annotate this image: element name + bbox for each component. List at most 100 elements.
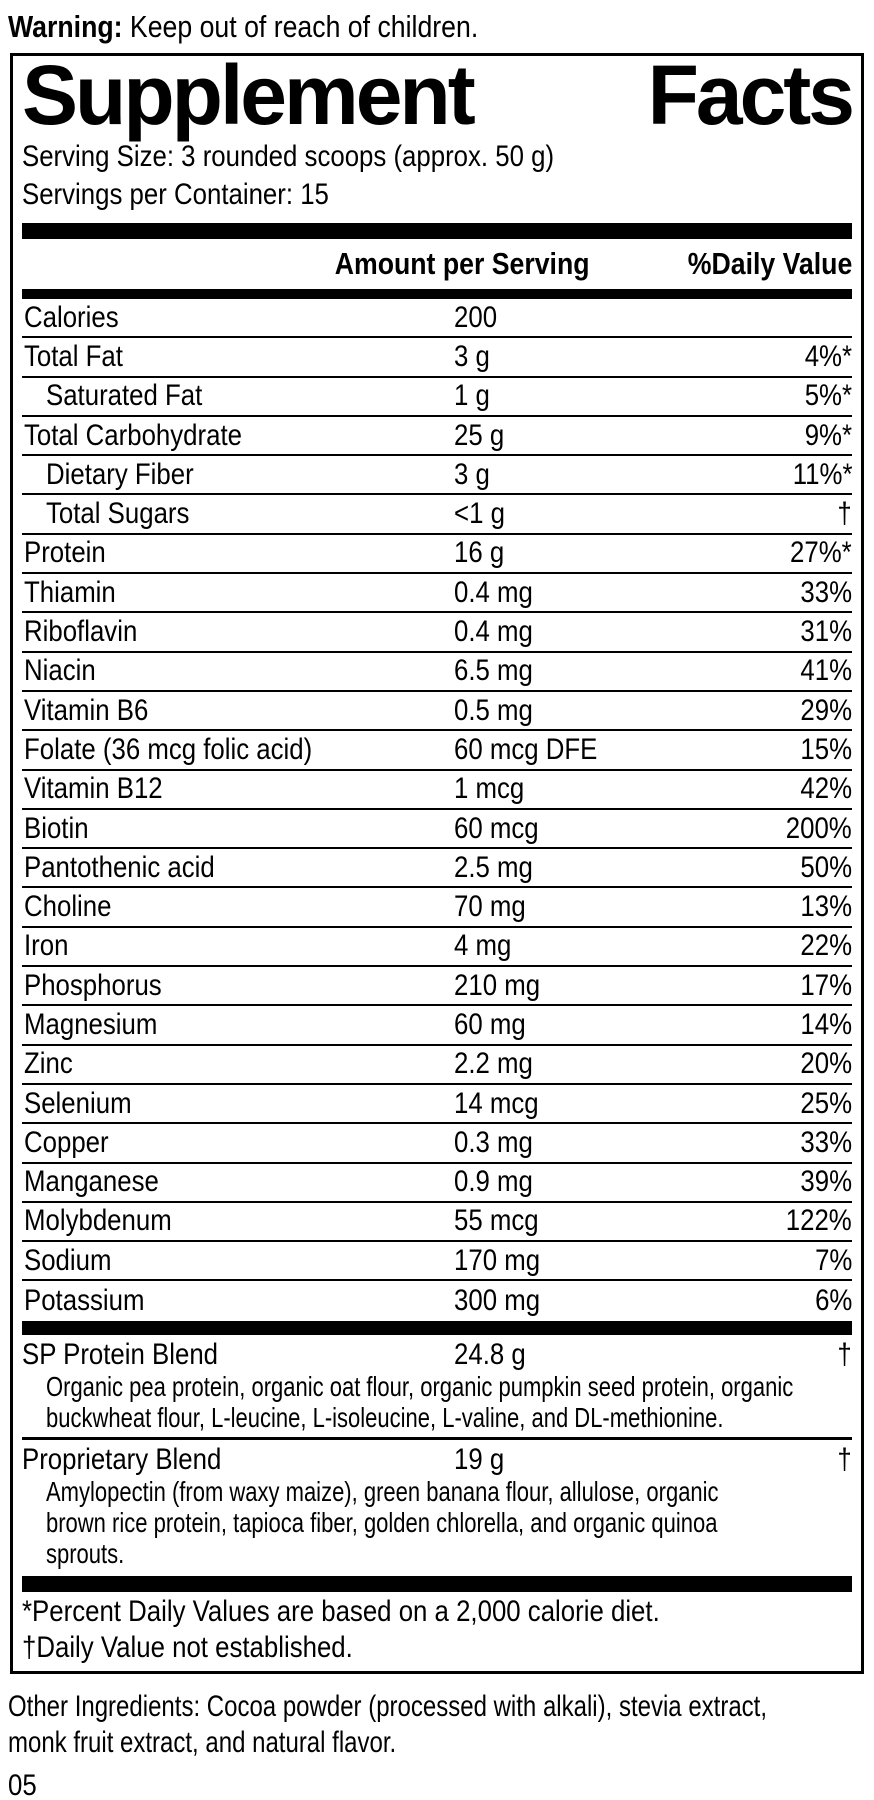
- table-row: Phosphorus 210 mg 17%: [22, 967, 852, 1007]
- table-row: Niacin 6.5 mg 41%: [22, 653, 852, 692]
- nutrient-amount: 3 g: [454, 457, 490, 491]
- table-row: Biotin 60 mcg 200%: [22, 810, 852, 850]
- serving-info: Serving Size: 3 rounded scoops (approx. …: [22, 138, 852, 214]
- nutrient-amount: 1 g: [454, 379, 490, 413]
- thick-divider-minerals: [22, 1320, 852, 1335]
- nutrient-label: Folate (36 mcg folic acid): [24, 732, 313, 766]
- servings-per-container: Servings per Container: 15: [22, 178, 329, 211]
- nutrient-amount: 2.5 mg: [454, 850, 533, 884]
- nutrient-label: Iron: [24, 929, 69, 963]
- nutrient-daily-value: 27%*: [790, 536, 852, 570]
- table-row: Potassium 300 mg 6%: [22, 1281, 852, 1320]
- nutrient-label: Niacin: [24, 654, 96, 688]
- table-row: Folate (36 mcg folic acid) 60 mcg DFE 15…: [22, 731, 852, 771]
- nutrient-label: Thiamin: [24, 575, 116, 609]
- table-row: Total Carbohydrate 25 g 9%*: [22, 417, 852, 457]
- nutrient-label: Molybdenum: [24, 1204, 172, 1238]
- nutrient-daily-value: 9%*: [804, 418, 852, 452]
- blend-amount: 19 g: [454, 1442, 505, 1476]
- blend-label: SP Protein Blend: [22, 1337, 219, 1371]
- blend-row: Proprietary Blend 19 g †: [22, 1440, 852, 1476]
- nutrient-label: Riboflavin: [24, 615, 138, 649]
- nutrient-label: Magnesium: [24, 1007, 158, 1041]
- table-row: Copper 0.3 mg 33%: [22, 1124, 852, 1164]
- other-ingredients-line-2: monk fruit extract, and natural flavor.: [8, 1725, 397, 1759]
- nutrient-label: Total Carbohydrate: [24, 418, 242, 452]
- blend-amount: 24.8 g: [454, 1337, 526, 1371]
- blend-description-line: Organic pea protein, organic oat flour, …: [46, 1370, 794, 1402]
- table-row: Total Fat 3 g 4%*: [22, 338, 852, 378]
- nutrient-daily-value: 41%: [800, 654, 852, 688]
- nutrient-amount: 4 mg: [454, 929, 512, 963]
- column-header-amount: Amount per Serving: [334, 246, 590, 281]
- nutrient-daily-value: †: [837, 497, 852, 531]
- blend-description: Organic pea protein, organic oat flour, …: [22, 1370, 852, 1437]
- nutrient-label: Biotin: [24, 811, 89, 845]
- table-row: Pantothenic acid 2.5 mg 50%: [22, 849, 852, 889]
- nutrient-label: Selenium: [24, 1086, 132, 1120]
- nutrient-daily-value: 200%: [786, 811, 852, 845]
- thick-divider-bottom: [22, 1575, 852, 1592]
- nutrient-daily-value: 31%: [800, 615, 852, 649]
- blend-description: Amylopectin (from waxy maize), green ban…: [22, 1475, 852, 1573]
- nutrient-amount: 14 mcg: [454, 1086, 539, 1120]
- nutrient-label: Total Sugars: [46, 497, 190, 531]
- table-row: Riboflavin 0.4 mg 31%: [22, 613, 852, 653]
- nutrient-daily-value: 42%: [800, 772, 852, 806]
- blend-description-line: buckwheat flour, L-leucine, L-isoleucine…: [46, 1401, 724, 1433]
- nutrient-daily-value: 13%: [800, 890, 852, 924]
- table-row: Choline 70 mg 13%: [22, 888, 852, 928]
- other-ingredients: Other Ingredients: Cocoa powder (process…: [8, 1689, 874, 1761]
- nutrient-daily-value: 50%: [800, 850, 852, 884]
- blend-description-line: brown rice protein, tapioca fiber, golde…: [46, 1506, 718, 1538]
- table-row: Iron 4 mg 22%: [22, 928, 852, 968]
- table-row: Vitamin B6 0.5 mg 29%: [22, 692, 852, 732]
- nutrient-daily-value: 25%: [800, 1086, 852, 1120]
- blend-row: SP Protein Blend 24.8 g †: [22, 1335, 852, 1371]
- nutrient-amount: 70 mg: [454, 890, 526, 924]
- nutrient-daily-value: 14%: [800, 1007, 852, 1041]
- table-row: Molybdenum 55 mcg 122%: [22, 1203, 852, 1243]
- serving-size: Serving Size: 3 rounded scoops (approx. …: [22, 140, 555, 173]
- nutrient-amount: 55 mcg: [454, 1204, 539, 1238]
- nutrient-daily-value: 4%*: [804, 339, 852, 373]
- nutrient-amount: 0.9 mg: [454, 1165, 533, 1199]
- table-row: Magnesium 60 mg 14%: [22, 1006, 852, 1046]
- nutrient-amount: 0.3 mg: [454, 1125, 533, 1159]
- blend-daily-value: †: [837, 1442, 852, 1476]
- nutrient-amount: <1 g: [454, 497, 505, 531]
- nutrient-amount: 60 mcg DFE: [454, 732, 598, 766]
- page-number: 05: [8, 1768, 37, 1800]
- blend-daily-value: †: [837, 1337, 852, 1371]
- column-header-daily-value: %Daily Value: [687, 246, 852, 281]
- nutrient-daily-value: 5%*: [804, 379, 852, 413]
- nutrient-daily-value: 7%: [814, 1243, 852, 1277]
- panel-title-left: Supplement: [22, 48, 476, 142]
- nutrient-label: Zinc: [24, 1047, 73, 1081]
- table-row: Saturated Fat 1 g 5%*: [22, 378, 852, 417]
- table-row: Vitamin B12 1 mcg 42%: [22, 771, 852, 810]
- panel-title: Supplement Facts: [22, 48, 855, 142]
- nutrient-amount: 170 mg: [454, 1243, 541, 1277]
- table-row: Zinc 2.2 mg 20%: [22, 1046, 852, 1085]
- nutrient-daily-value: 33%: [800, 1125, 852, 1159]
- table-row: Total Sugars <1 g †: [22, 495, 852, 535]
- supplement-facts-panel: Supplement Facts Serving Size: 3 rounded…: [10, 53, 864, 1674]
- blend-description-line: sprouts.: [46, 1537, 125, 1569]
- nutrient-label: Saturated Fat: [46, 379, 203, 413]
- nutrient-label: Dietary Fiber: [46, 457, 194, 491]
- panel-title-right: Facts: [647, 48, 855, 142]
- nutrient-daily-value: 15%: [800, 732, 852, 766]
- nutrient-label: Calories: [24, 300, 119, 334]
- nutrient-daily-value: 11%*: [792, 457, 852, 491]
- nutrient-amount: 60 mcg: [454, 811, 539, 845]
- nutrient-daily-value: 29%: [800, 693, 852, 727]
- column-header-row: Amount per Serving %Daily Value: [22, 239, 852, 289]
- nutrient-amount: 3 g: [454, 339, 490, 373]
- footnote-daily-values: *Percent Daily Values are based on a 2,0…: [22, 1594, 660, 1628]
- blend-sections: SP Protein Blend 24.8 g † Organic pea pr…: [22, 1335, 852, 1573]
- nutrient-daily-value: 39%: [800, 1165, 852, 1199]
- footnote-dagger: †Daily Value not established.: [22, 1630, 353, 1664]
- footnotes: *Percent Daily Values are based on a 2,0…: [22, 1594, 852, 1666]
- nutrient-amount: 300 mg: [454, 1284, 541, 1318]
